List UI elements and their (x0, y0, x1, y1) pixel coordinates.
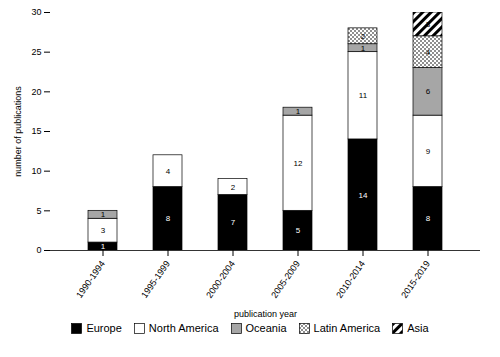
svg-text:publication year: publication year (234, 309, 297, 319)
svg-text:1: 1 (101, 210, 106, 219)
svg-text:9: 9 (426, 147, 431, 156)
html-text:Europe: Europe (86, 322, 122, 334)
svg-text:0: 0 (36, 245, 41, 255)
svg-text:14: 14 (359, 191, 368, 200)
svg-text:20: 20 (31, 87, 41, 97)
svg-text:2: 2 (361, 32, 366, 41)
svg-text:12: 12 (294, 159, 303, 168)
svg-text:11: 11 (359, 91, 368, 100)
svg-text:2005-2009: 2005-2009 (269, 259, 302, 300)
svg-text:10: 10 (31, 166, 41, 176)
html-text:Latin America: Latin America (313, 322, 381, 334)
svg-text:1: 1 (296, 107, 301, 116)
html-text:Oceania: Oceania (245, 322, 287, 334)
svg-text:1995-1999: 1995-1999 (139, 259, 172, 300)
svg-text:5: 5 (296, 226, 301, 235)
svg-text:2010-2014: 2010-2014 (334, 259, 367, 300)
svg-text:4: 4 (426, 48, 431, 57)
svg-text:1990-1994: 1990-1994 (74, 259, 107, 300)
svg-text:5: 5 (36, 206, 41, 216)
svg-text:2000-2004: 2000-2004 (204, 259, 237, 300)
svg-text:2: 2 (231, 183, 236, 192)
svg-text:30: 30 (31, 7, 41, 17)
svg-text:7: 7 (231, 218, 236, 227)
svg-text:3: 3 (426, 20, 431, 29)
svg-text:15: 15 (31, 126, 41, 136)
svg-text:1: 1 (361, 44, 366, 53)
svg-text:8: 8 (426, 214, 431, 223)
svg-text:1: 1 (101, 242, 106, 251)
svg-text:4: 4 (166, 167, 171, 176)
svg-text:2015-2019: 2015-2019 (399, 259, 432, 300)
svg-text:6: 6 (426, 87, 431, 96)
html-text:Asia: Asia (407, 322, 429, 334)
html-text:North America: North America (148, 322, 219, 334)
svg-text:8: 8 (166, 214, 171, 223)
svg-text:25: 25 (31, 47, 41, 57)
svg-text:number of publications: number of publications (13, 86, 23, 177)
svg-text:3: 3 (101, 226, 106, 235)
